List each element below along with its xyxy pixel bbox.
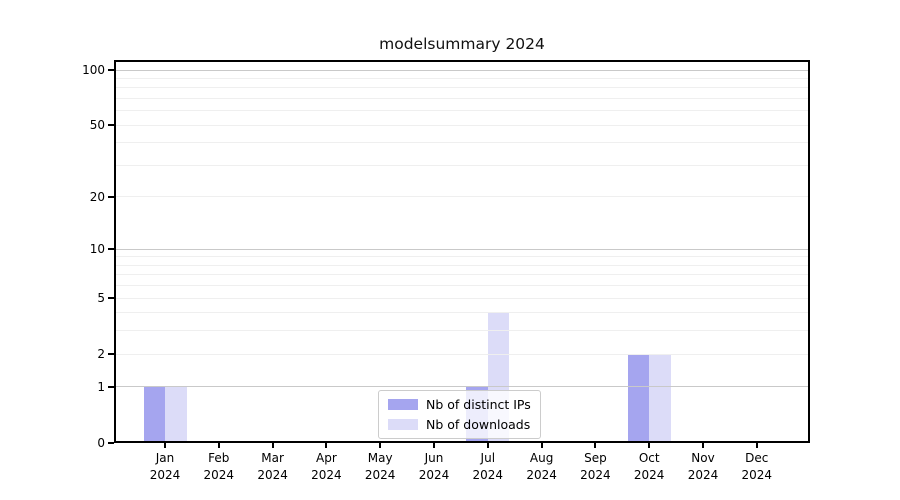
x-tick-label-oct: Oct 2024 xyxy=(633,451,665,482)
y-tick-label: 20 xyxy=(89,189,105,204)
minor-gridline xyxy=(114,312,810,314)
minor-gridline xyxy=(114,330,810,332)
x-tick-mark xyxy=(325,443,328,448)
x-tick-label-mar: Mar 2024 xyxy=(257,451,288,482)
legend-item-downloads: Nb of downloads xyxy=(388,417,531,432)
minor-gridline xyxy=(114,124,810,126)
major-gridline xyxy=(114,248,810,250)
major-gridline xyxy=(114,386,810,388)
grid-layer xyxy=(114,60,810,443)
legend-item-distinct-ips: Nb of distinct IPs xyxy=(388,397,531,412)
legend-swatch-downloads xyxy=(388,419,418,430)
minor-gridline xyxy=(114,353,810,355)
minor-gridline xyxy=(114,77,810,79)
minor-gridline xyxy=(114,142,810,144)
y-tick-label: 50 xyxy=(89,118,105,133)
bar-oct-downloads xyxy=(649,354,671,443)
legend-swatch-distinct-ips xyxy=(388,399,418,410)
x-tick-mark xyxy=(164,443,166,448)
x-tick-mark xyxy=(433,443,435,448)
x-tick-label-nov: Nov 2024 xyxy=(687,451,719,482)
minor-gridline xyxy=(114,274,810,276)
x-tick-label-sep: Sep 2024 xyxy=(580,451,611,482)
legend-label-distinct-ips: Nb of distinct IPs xyxy=(426,397,531,412)
minor-gridline xyxy=(114,110,810,112)
x-tick-mark xyxy=(648,443,651,448)
x-tick-label-jul: Jul 2024 xyxy=(472,451,504,482)
bar-oct-distinct-ips xyxy=(627,354,650,443)
minor-gridline xyxy=(114,256,810,258)
x-tick-mark xyxy=(702,443,704,448)
x-tick-mark xyxy=(217,443,220,448)
x-tick-mark xyxy=(379,443,382,448)
y-tick-mark xyxy=(108,195,114,198)
x-tick-mark xyxy=(486,443,489,448)
minor-gridline xyxy=(114,285,810,287)
y-tick-mark xyxy=(108,385,114,388)
minor-gridline xyxy=(114,297,810,299)
minor-gridline xyxy=(114,87,810,89)
x-tick-mark xyxy=(271,443,274,448)
minor-gridline xyxy=(114,196,810,198)
y-tick-mark xyxy=(108,297,114,300)
minor-gridline xyxy=(114,264,810,266)
x-tick-label-may: May 2024 xyxy=(364,451,396,482)
x-tick-label-aug: Aug 2024 xyxy=(526,451,557,482)
legend: Nb of distinct IPs Nb of downloads xyxy=(378,390,541,439)
y-tick-mark xyxy=(108,248,114,251)
minor-gridline xyxy=(114,164,810,166)
x-tick-mark xyxy=(540,443,543,448)
y-tick-mark xyxy=(108,124,114,127)
legend-label-downloads: Nb of downloads xyxy=(426,417,531,432)
x-tick-label-apr: Apr 2024 xyxy=(311,451,342,482)
x-tick-label-jun: Jun 2024 xyxy=(418,451,450,482)
y-tick-label: 10 xyxy=(89,242,105,257)
plot-area: Nb of distinct IPs Nb of downloads xyxy=(114,60,810,443)
x-tick-mark xyxy=(755,443,758,448)
y-tick-label: 1 xyxy=(97,379,105,394)
x-tick-label-dec: Dec 2024 xyxy=(741,451,773,482)
y-tick-label: 2 xyxy=(97,347,105,362)
y-tick-label: 5 xyxy=(97,291,105,306)
y-tick-label: 0 xyxy=(97,436,105,450)
x-tick-label-feb: Feb 2024 xyxy=(203,451,235,482)
bar-jan-downloads xyxy=(165,386,187,443)
minor-gridline xyxy=(114,97,810,99)
bar-jan-distinct-ips xyxy=(143,386,165,443)
major-gridline xyxy=(114,69,810,71)
chart-title: modelsummary 2024 xyxy=(379,35,545,53)
x-tick-mark xyxy=(594,443,597,448)
y-tick-mark xyxy=(108,442,114,444)
x-tick-label-jan: Jan 2024 xyxy=(149,451,181,482)
y-tick-label: 100 xyxy=(82,63,105,77)
y-tick-mark xyxy=(108,69,114,71)
y-tick-mark xyxy=(108,353,114,356)
